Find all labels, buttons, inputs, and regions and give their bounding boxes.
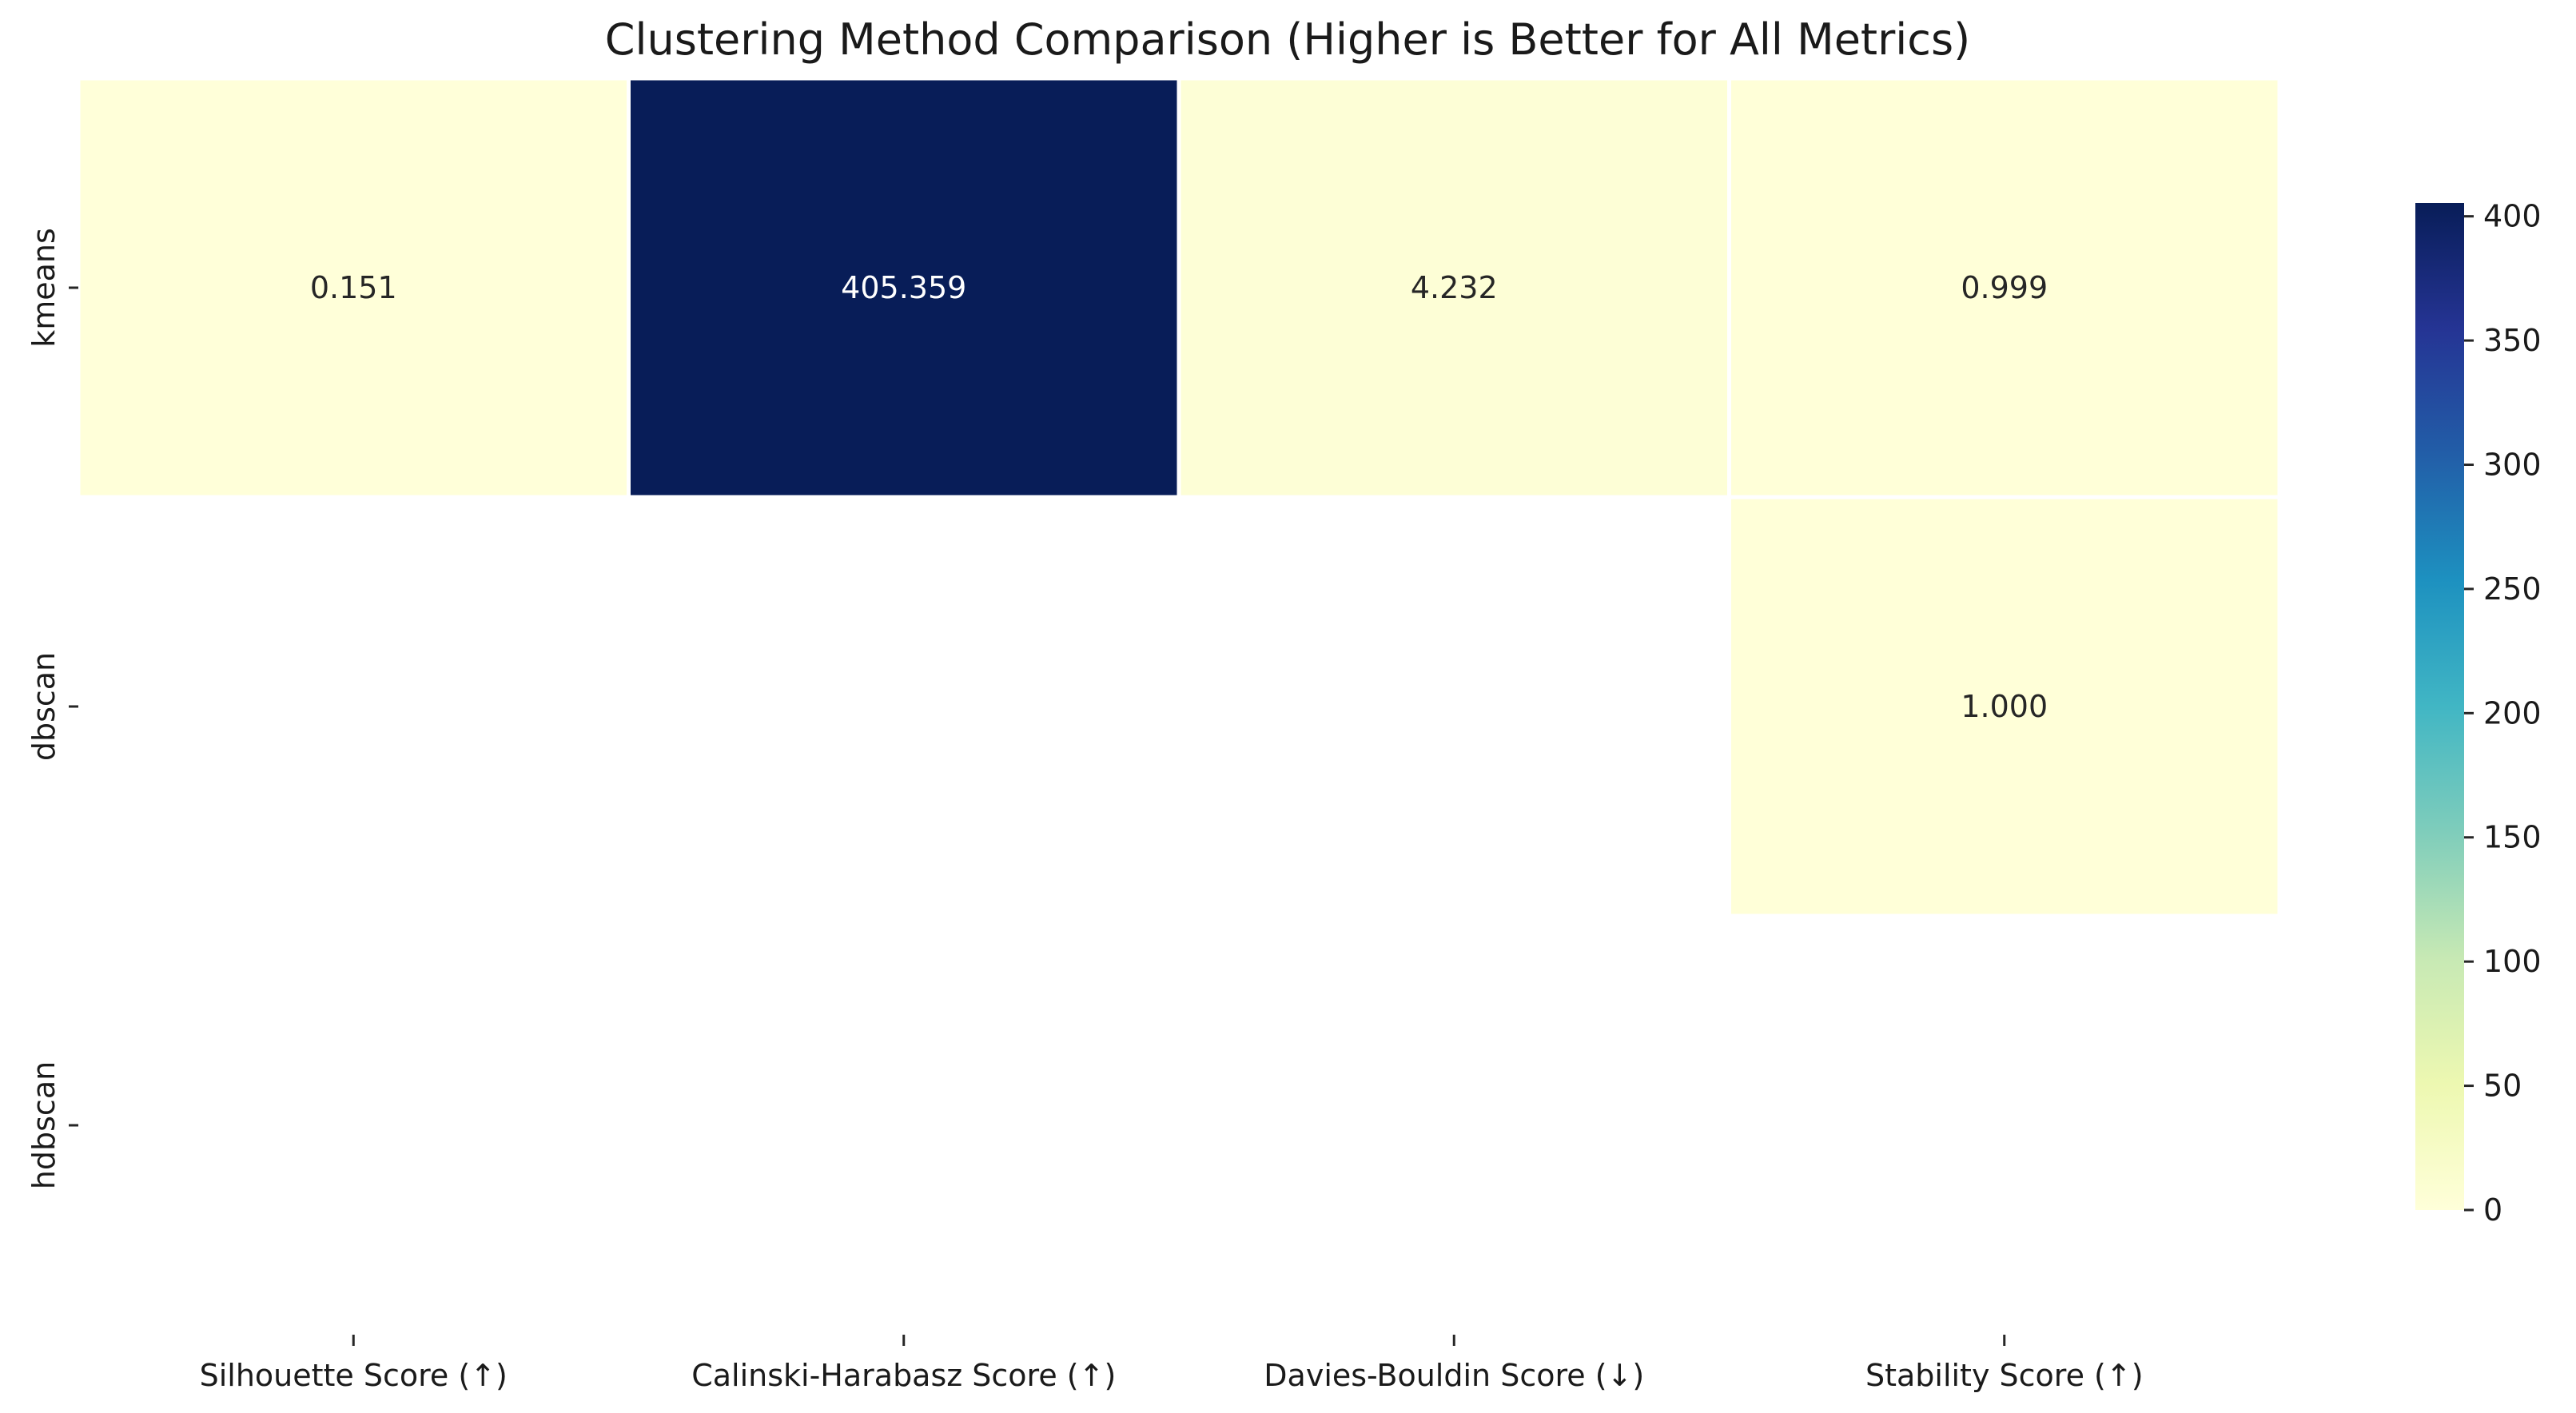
colorbar-tick-label: 300: [2483, 447, 2542, 482]
column-label: Davies-Bouldin Score (↓): [1264, 1358, 1644, 1393]
heatmap-cell: [1177, 76, 1731, 500]
row-label: dbscan: [26, 652, 62, 761]
cell-value-label: 0.999: [1961, 270, 2048, 305]
colorbar: 0 50 100 150 200 250 300 350 400: [2415, 199, 2542, 1228]
heatmap-cell: [76, 76, 631, 500]
colorbar-ticks: 0 50 100 150 200 250 300 350 400: [2464, 199, 2542, 1228]
colorbar-tick-label: 400: [2483, 199, 2542, 234]
colorbar-tick-label: 0: [2483, 1192, 2502, 1228]
cell-value-label: 405.359: [841, 270, 966, 305]
cell-value-label: 1.000: [1961, 689, 2048, 724]
colorbar-tick-label: 50: [2483, 1069, 2522, 1104]
column-axis: Silhouette Score (↑) Calinski-Harabasz Sc…: [200, 1335, 2144, 1393]
cell-value-label: 4.232: [1411, 270, 1498, 305]
column-label: Calinski-Harabasz Score (↑): [691, 1358, 1116, 1393]
heatmap-cell: [1727, 495, 2282, 918]
row-axis: kmeans dbscan hdbscan: [26, 228, 78, 1189]
heatmap-cells: [76, 76, 2282, 918]
colorbar-tick-label: 200: [2483, 695, 2542, 730]
column-label: Stability Score (↑): [1865, 1358, 2144, 1393]
colorbar-tick-label: 100: [2483, 944, 2542, 979]
cell-value-label: 0.151: [310, 270, 397, 305]
cell-labels: 0.151 405.359 4.232 0.999 1.000: [310, 270, 2048, 724]
colorbar-gradient: [2415, 203, 2464, 1210]
column-label: Silhouette Score (↑): [200, 1358, 508, 1393]
colorbar-tick-label: 250: [2483, 571, 2542, 607]
row-label: kmeans: [26, 228, 62, 348]
chart-title: Clustering Method Comparison (Higher is …: [605, 14, 1970, 65]
row-label: hdbscan: [26, 1061, 62, 1189]
colorbar-tick-label: 150: [2483, 820, 2542, 855]
colorbar-tick-label: 350: [2483, 323, 2542, 358]
heatmap-cell: [1727, 76, 2282, 500]
heatmap-cell: [627, 76, 1181, 500]
